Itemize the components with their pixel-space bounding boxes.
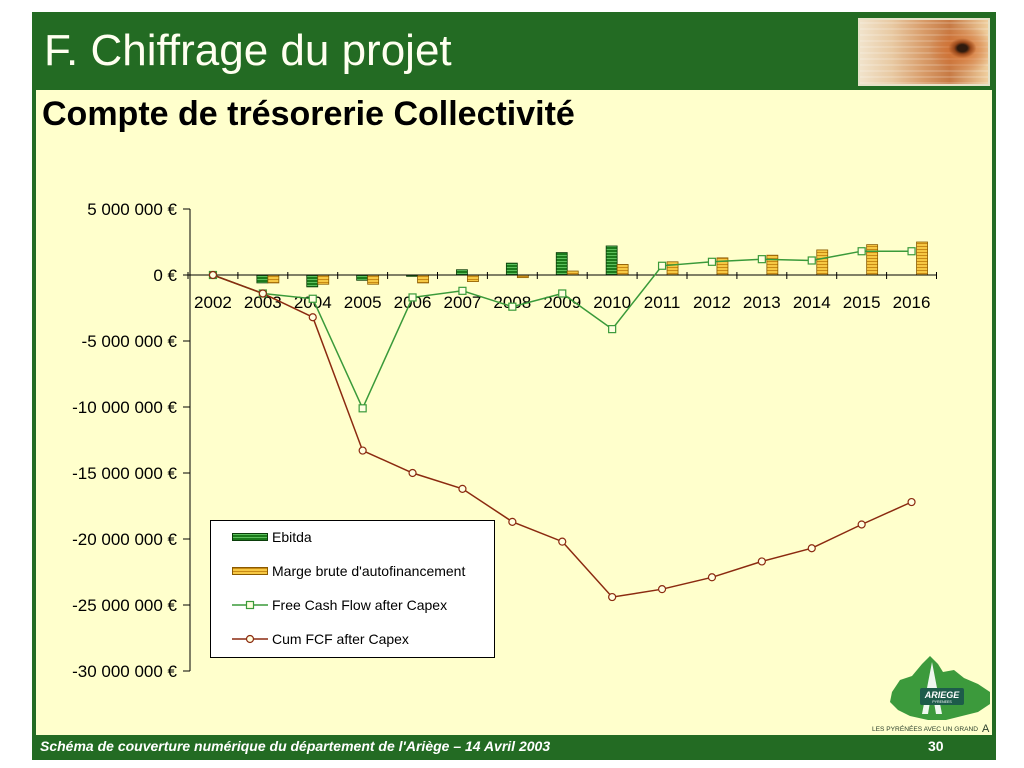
point-free-cash-flow-after-capex-2014 (807, 256, 816, 265)
slide-title: F. Chiffrage du projet (44, 26, 452, 75)
legend-swatch-ebitda (232, 533, 268, 541)
point-cum-fcf-after-capex-2009 (558, 537, 567, 546)
legend-swatch-cum-fcf (232, 634, 268, 644)
point-free-cash-flow-after-capex-2009 (558, 289, 567, 298)
point-cum-fcf-after-capex-2005 (358, 446, 367, 455)
point-cum-fcf-after-capex-2015 (857, 520, 866, 529)
point-cum-fcf-after-capex-2006 (408, 468, 417, 478)
legend-item-marge-brute: Marge brute d'autofinancement (211, 561, 494, 581)
point-free-cash-flow-after-capex-2016 (907, 247, 916, 256)
ariege-logo: ARIEGE PYRENEES LES PYRÉNÉES AVEC UN GRA… (872, 656, 990, 734)
legend-item-cum-fcf: Cum FCF after Capex (211, 629, 494, 649)
point-free-cash-flow-after-capex-2011 (657, 261, 667, 270)
bar-marge-brute-d-autofinancement-2007 (467, 274, 479, 282)
point-free-cash-flow-after-capex-2013 (757, 255, 766, 264)
logo-tagline-letter: A (982, 723, 990, 734)
point-free-cash-flow-after-capex-2015 (857, 247, 866, 256)
legend-label-ebitda: Ebitda (272, 529, 312, 545)
logo-name-sub: PYRENEES (932, 700, 952, 704)
x-tick-label: 2005 (344, 293, 382, 312)
y-tick-label: -10 000 000 € (72, 398, 177, 417)
bar-marge-brute-d-autofinancement-2005 (367, 274, 380, 285)
y-tick-label: 5 000 000 € (87, 200, 177, 219)
y-tick-label: -5 000 000 € (82, 332, 178, 351)
bar-marge-brute-d-autofinancement-2006 (417, 274, 429, 284)
bar-marge-brute-d-autofinancement-2015 (866, 244, 879, 276)
y-tick-label: -25 000 000 € (72, 596, 177, 615)
x-tick-label: 2014 (793, 293, 831, 312)
point-free-cash-flow-after-capex-2007 (458, 286, 467, 295)
x-tick-label: 2012 (693, 293, 731, 312)
bar-ebitda-2008 (505, 262, 518, 276)
legend-label-cum-fcf: Cum FCF after Capex (272, 631, 409, 647)
point-free-cash-flow-after-capex-2012 (707, 257, 717, 266)
x-tick-label: 2007 (444, 293, 482, 312)
point-cum-fcf-after-capex-2003 (258, 289, 267, 298)
point-cum-fcf-after-capex-2012 (707, 573, 717, 582)
x-tick-label: 2015 (843, 293, 881, 312)
bar-marge-brute-d-autofinancement-2003 (267, 274, 280, 284)
y-tick-label: -15 000 000 € (72, 464, 177, 483)
point-cum-fcf-after-capex-2014 (807, 544, 816, 553)
x-tick-label: 2008 (493, 293, 531, 312)
footer-text: Schéma de couverture numérique du départ… (40, 738, 551, 754)
point-free-cash-flow-after-capex-2010 (608, 325, 617, 334)
logo-name: ARIEGE (924, 690, 961, 700)
legend-item-free-cash-flow: Free Cash Flow after Capex (211, 595, 494, 615)
bar-ebitda-2010 (605, 245, 618, 276)
treasury-chart: 5 000 000 € 0 € -5 000 000 € -10 000 000 € -… (72, 200, 937, 681)
legend-label-marge-brute: Marge brute d'autofinancement (272, 563, 466, 579)
slide-subtitle: Compte de trésorerie Collectivité (42, 95, 575, 133)
page-number: 30 (928, 738, 944, 754)
legend-label-free-cash-flow: Free Cash Flow after Capex (272, 597, 448, 613)
point-cum-fcf-after-capex-2004 (308, 313, 317, 322)
bar-marge-brute-d-autofinancement-2009 (566, 270, 579, 276)
legend-swatch-free-cash-flow (232, 600, 268, 610)
bar-ebitda-2009 (555, 252, 568, 276)
y-tick-label: -20 000 000 € (72, 530, 177, 549)
bar-marge-brute-d-autofinancement-2014 (816, 249, 829, 276)
chart-plot-area: 5 000 000 € 0 € -5 000 000 € -10 000 000 € -… (72, 200, 937, 681)
point-cum-fcf-after-capex-2013 (757, 557, 766, 566)
point-cum-fcf-after-capex-2010 (608, 592, 617, 602)
chart-legend: Ebitda Marge brute d'autofinancement Fre… (210, 520, 495, 658)
bar-marge-brute-d-autofinancement-2013 (766, 254, 779, 276)
bar-ebitda-2004 (306, 274, 319, 288)
point-free-cash-flow-after-capex-2008 (508, 302, 517, 311)
bar-marge-brute-d-autofinancement-2011 (666, 261, 679, 276)
bar-ebitda-2003 (256, 274, 269, 284)
bar-marge-brute-d-autofinancement-2016 (916, 241, 928, 276)
bar-marge-brute-d-autofinancement-2004 (317, 274, 330, 285)
bar-marge-brute-d-autofinancement-2010 (616, 264, 629, 276)
x-tick-label: 2006 (394, 293, 432, 312)
header-photo (858, 18, 990, 86)
point-cum-fcf-after-capex-2016 (907, 497, 916, 507)
x-tick-label: 2009 (543, 293, 581, 312)
y-tick-label: -30 000 000 € (72, 662, 177, 681)
point-free-cash-flow-after-capex-2004 (308, 294, 317, 303)
bar-ebitda-2007 (456, 269, 468, 276)
legend-swatch-marge-brute (232, 567, 268, 575)
x-tick-label: 2002 (194, 293, 232, 312)
point-cum-fcf-after-capex-2008 (508, 517, 517, 526)
point-free-cash-flow-after-capex-2005 (358, 404, 367, 413)
slide-content (36, 90, 992, 735)
x-tick-label: 2010 (593, 293, 631, 312)
bar-ebitda-2005 (356, 274, 369, 281)
x-tick-label: 2011 (644, 293, 681, 312)
logo-tagline: LES PYRÉNÉES AVEC UN GRAND (872, 724, 978, 733)
legend-item-ebitda: Ebitda (211, 527, 494, 547)
x-tick-label: 2016 (893, 293, 931, 312)
y-tick-label: 0 € (153, 266, 177, 285)
point-cum-fcf-after-capex-2002 (208, 270, 218, 280)
point-cum-fcf-after-capex-2007 (458, 484, 467, 493)
point-free-cash-flow-after-capex-2006 (408, 293, 417, 302)
x-tick-label: 2013 (743, 293, 781, 312)
point-cum-fcf-after-capex-2011 (657, 585, 667, 594)
logo-label-box (920, 688, 964, 705)
